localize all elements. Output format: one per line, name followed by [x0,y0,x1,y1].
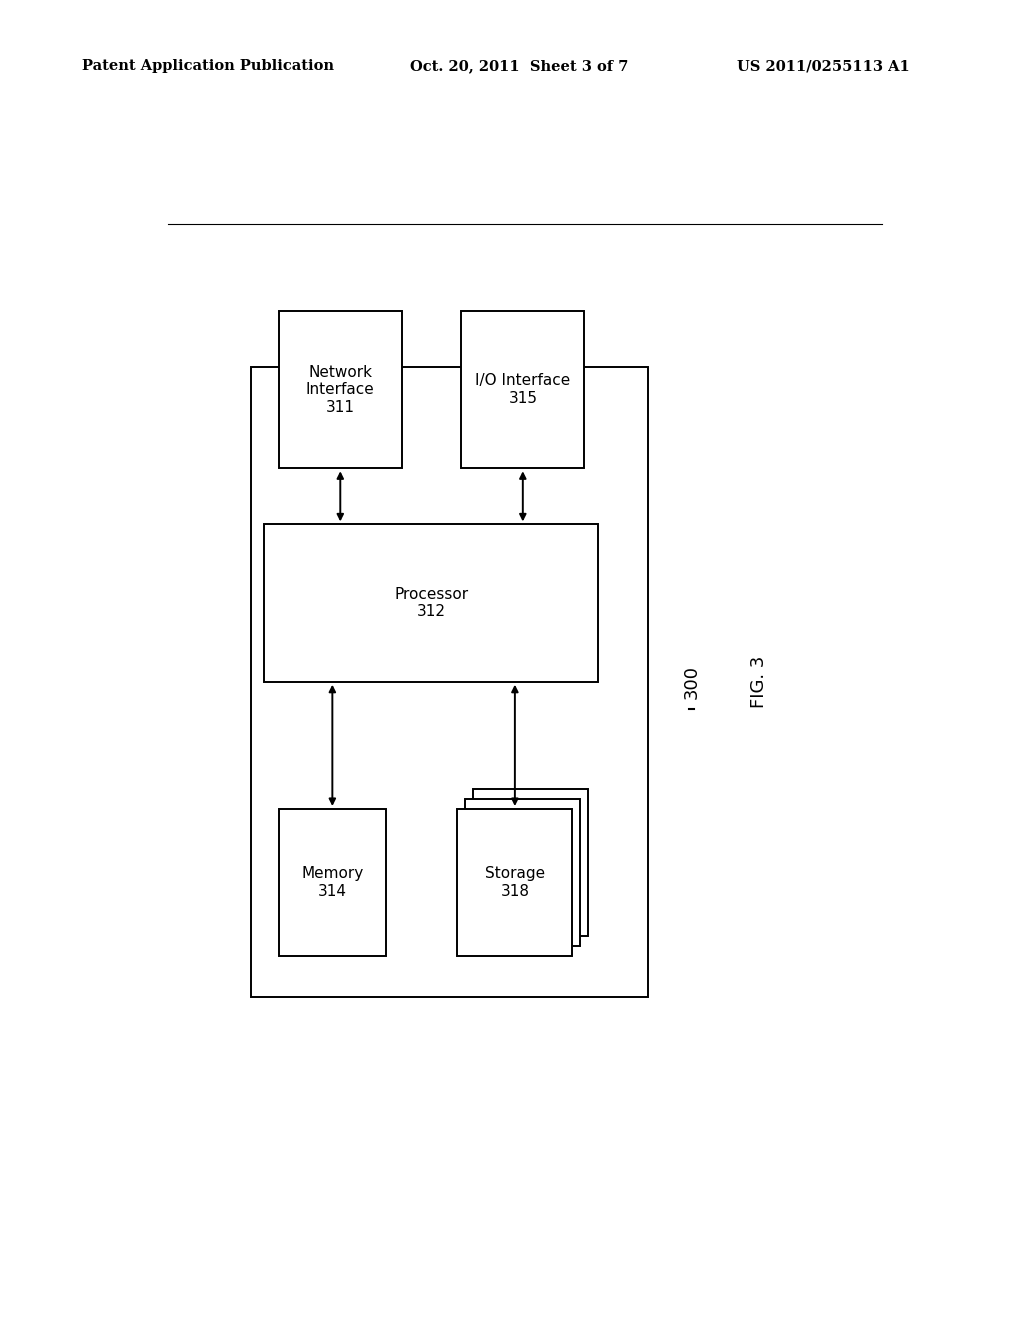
Bar [279,312,401,469]
Text: FIG. 3: FIG. 3 [750,656,768,708]
Text: Storage
318: Storage 318 [484,866,545,899]
Text: US 2011/0255113 A1: US 2011/0255113 A1 [737,59,910,74]
Text: 300: 300 [682,665,700,698]
Bar [461,312,585,469]
Text: Memory
314: Memory 314 [301,866,364,899]
Bar [458,809,572,956]
Bar [473,788,588,936]
Bar [465,799,581,946]
Bar [264,524,598,682]
Text: Patent Application Publication: Patent Application Publication [82,59,334,74]
Text: Processor
312: Processor 312 [394,587,468,619]
Bar [251,367,648,997]
Text: Network
Interface
311: Network Interface 311 [306,364,375,414]
Text: Oct. 20, 2011  Sheet 3 of 7: Oct. 20, 2011 Sheet 3 of 7 [410,59,628,74]
Text: I/O Interface
315: I/O Interface 315 [475,374,570,405]
Bar [279,809,386,956]
